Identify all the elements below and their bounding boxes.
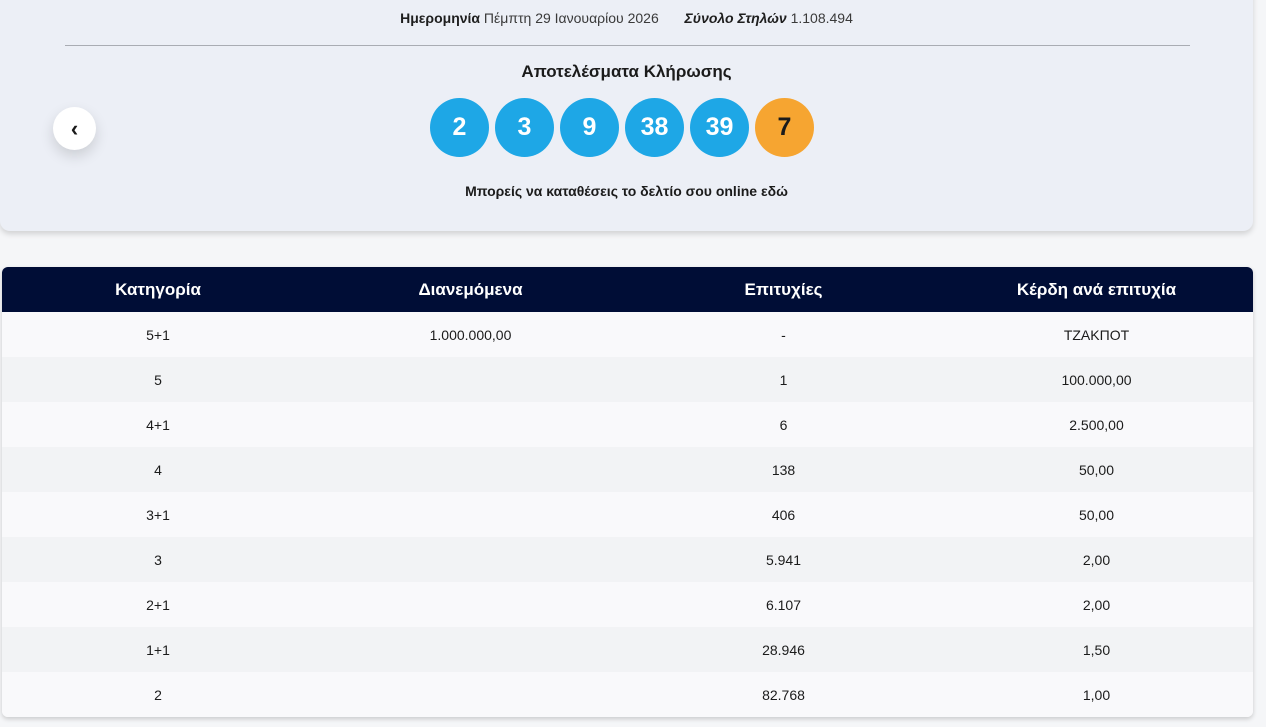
cell-category: 3+1 bbox=[146, 506, 170, 523]
cell-prize-per-winner: 1,00 bbox=[1082, 686, 1111, 703]
divider bbox=[65, 45, 1190, 46]
table-body: 5+1 1.000.000,00 - ΤΖΑΚΠΟΤ 5 1 100.000,00 4+1 6 2… bbox=[2, 312, 1253, 717]
cell-prize-per-winner: ΤΖΑΚΠΟΤ bbox=[1063, 326, 1130, 343]
number-ball: 39 bbox=[690, 98, 749, 157]
cell-winners: 138 bbox=[771, 461, 796, 478]
table-row: 3 5.941 2,00 bbox=[2, 537, 1253, 582]
results-title: Αποτελέσματα Κλήρωσης bbox=[521, 62, 732, 81]
table-row: 5 1 100.000,00 bbox=[2, 357, 1253, 402]
cell-prize-per-winner: 50,00 bbox=[1078, 506, 1115, 523]
cell-prize-per-winner: 1,50 bbox=[1082, 641, 1111, 658]
number-ball: 3 bbox=[495, 98, 554, 157]
number-ball: 2 bbox=[430, 98, 489, 157]
date-value: Πέμπτη 29 Ιανουαρίου 2026 bbox=[483, 10, 659, 26]
draw-meta: Ημερομηνία Πέμπτη 29 Ιανουαρίου 2026 Σύν… bbox=[0, 10, 1253, 26]
winning-numbers: 2 3 9 38 39 7 bbox=[430, 98, 814, 158]
cell-prize-per-winner: 100.000,00 bbox=[1061, 371, 1132, 388]
table-row: 2+1 6.107 2,00 bbox=[2, 582, 1253, 627]
cell-category: 5 bbox=[154, 371, 162, 388]
cell-winners: 1 bbox=[779, 371, 788, 388]
cell-winners: 6 bbox=[779, 416, 788, 433]
cell-category: 2 bbox=[154, 686, 162, 703]
bonus-number-ball: 7 bbox=[755, 98, 814, 157]
number-ball: 38 bbox=[625, 98, 684, 157]
cell-winners: 406 bbox=[771, 506, 796, 523]
total-columns-label: Σύνολο Στηλών bbox=[684, 10, 787, 26]
prize-table: Κατηγορία Διανεμόμενα Επιτυχίες Κέρδη αν… bbox=[2, 267, 1253, 717]
cell-prize-per-winner: 2.500,00 bbox=[1069, 416, 1124, 433]
cell-prize-per-winner: 50,00 bbox=[1078, 461, 1115, 478]
table-row: 4+1 6 2.500,00 bbox=[2, 402, 1253, 447]
number-ball: 9 bbox=[560, 98, 619, 157]
header-prize-per-winner: Κέρδη ανά επιτυχία bbox=[1016, 279, 1177, 299]
cell-category: 5+1 bbox=[146, 326, 170, 343]
cell-category: 2+1 bbox=[146, 596, 170, 613]
cell-winners: 6.107 bbox=[765, 596, 802, 613]
cell-winners: 28.946 bbox=[762, 641, 805, 658]
cell-winners: - bbox=[781, 326, 786, 343]
cell-category: 4 bbox=[154, 461, 162, 478]
cell-category: 4+1 bbox=[146, 416, 170, 433]
table-row: 4 138 50,00 bbox=[2, 447, 1253, 492]
chevron-left-icon: ‹ bbox=[70, 115, 79, 141]
table-row: 1+1 28.946 1,50 bbox=[2, 627, 1253, 672]
cell-winners: 5.941 bbox=[765, 551, 802, 568]
table-header: Κατηγορία Διανεμόμενα Επιτυχίες Κέρδη αν… bbox=[2, 267, 1253, 312]
cell-winners: 82.768 bbox=[762, 686, 805, 703]
cell-category: 1+1 bbox=[146, 641, 170, 658]
header-winners: Επιτυχίες bbox=[744, 279, 823, 299]
cell-distributed: 1.000.000,00 bbox=[429, 326, 512, 343]
date-label: Ημερομηνία bbox=[400, 10, 481, 26]
cell-prize-per-winner: 2,00 bbox=[1082, 596, 1111, 613]
total-columns-value: 1.108.494 bbox=[790, 10, 853, 26]
draw-results-card: Ημερομηνία Πέμπτη 29 Ιανουαρίου 2026 Σύν… bbox=[0, 0, 1253, 231]
header-distributed: Διανεμόμενα bbox=[418, 279, 523, 299]
header-category: Κατηγορία bbox=[115, 279, 201, 299]
previous-draw-button[interactable]: ‹ bbox=[53, 107, 96, 150]
table-row: 3+1 406 50,00 bbox=[2, 492, 1253, 537]
cell-category: 3 bbox=[154, 551, 162, 568]
cell-prize-per-winner: 2,00 bbox=[1082, 551, 1111, 568]
table-row: 5+1 1.000.000,00 - ΤΖΑΚΠΟΤ bbox=[2, 312, 1253, 357]
table-row: 2 82.768 1,00 bbox=[2, 672, 1253, 717]
online-ticket-link[interactable]: Μπορείς να καταθέσεις το δελτίο σου onli… bbox=[465, 183, 788, 199]
